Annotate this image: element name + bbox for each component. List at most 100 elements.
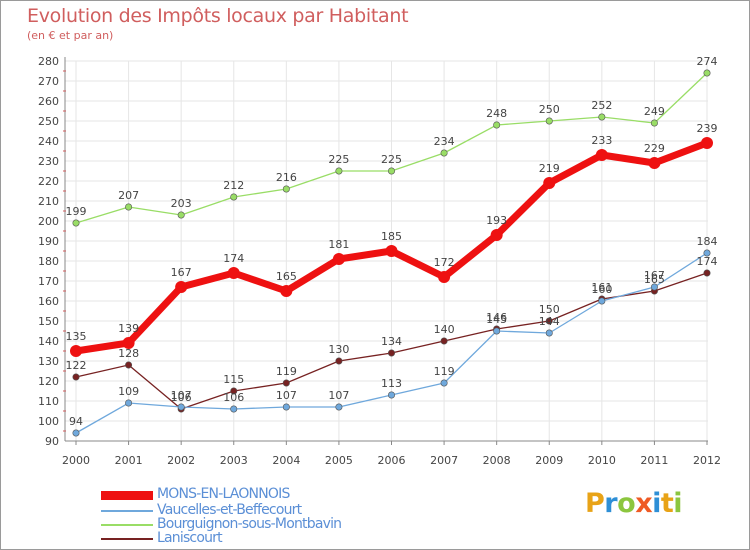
y-tick-label: 230 [38, 155, 59, 168]
data-point-mons-en-laonnois [385, 245, 398, 257]
chart-title: Evolution des Impôts locaux par Habitant [27, 5, 409, 27]
legend-label-bourguignon: Bourguignon-sous-Montbavin [157, 516, 342, 532]
data-point-laniscourt [440, 337, 448, 345]
data-label-vaucelles-et-beffecourt: 160 [591, 283, 612, 296]
data-point-bourguignon-sous-montbavin [177, 211, 185, 219]
y-tick-label: 200 [38, 215, 59, 228]
data-label-bourguignon-sous-montbavin: 225 [328, 153, 349, 166]
data-point-laniscourt [72, 373, 80, 381]
data-label-bourguignon-sous-montbavin: 199 [66, 205, 87, 218]
data-point-laniscourt [282, 379, 290, 387]
y-tick-label: 110 [38, 395, 59, 408]
data-label-bourguignon-sous-montbavin: 225 [381, 153, 402, 166]
data-point-mons-en-laonnois [701, 137, 713, 149]
data-label-laniscourt: 134 [381, 335, 402, 348]
data-point-bourguignon-sous-montbavin [387, 167, 395, 175]
data-point-vaucelles-et-beffecourt [440, 379, 448, 387]
data-point-laniscourt [335, 357, 343, 365]
data-label-laniscourt: 106 [171, 391, 192, 404]
y-tick-label: 250 [38, 115, 59, 128]
data-label-vaucelles-et-beffecourt: 144 [539, 315, 560, 328]
data-label-laniscourt: 119 [276, 365, 297, 378]
legend-swatch-laniscourt [101, 538, 153, 540]
data-label-bourguignon-sous-montbavin: 250 [539, 103, 560, 116]
data-label-vaucelles-et-beffecourt: 145 [486, 313, 507, 326]
data-label-laniscourt: 122 [66, 359, 87, 372]
data-point-vaucelles-et-beffecourt [545, 329, 553, 337]
y-tick-label: 140 [38, 335, 59, 348]
data-label-vaucelles-et-beffecourt: 119 [434, 365, 455, 378]
x-tick-label: 2009 [535, 454, 563, 467]
y-tick-label: 260 [38, 95, 59, 108]
data-label-laniscourt: 150 [539, 303, 560, 316]
data-point-laniscourt [125, 361, 133, 369]
y-tick-label: 270 [38, 75, 59, 88]
data-point-bourguignon-sous-montbavin [493, 121, 501, 129]
legend-label-mons: MONS-EN-LAONNOIS [157, 486, 290, 502]
data-point-bourguignon-sous-montbavin [335, 167, 343, 175]
x-tick-label: 2001 [115, 454, 143, 467]
y-tick-label: 240 [38, 135, 59, 148]
axis-layer: 90 100 110 120 130 140 150 160 170 180 190 200 210 22… [38, 55, 721, 467]
data-label-mons-en-laonnois: 174 [223, 252, 244, 265]
y-tick-label: 120 [38, 375, 59, 388]
data-label-mons-en-laonnois: 229 [644, 142, 665, 155]
data-label-mons-en-laonnois: 219 [539, 162, 560, 175]
data-point-mons-en-laonnois [438, 271, 451, 283]
legend-label-vaucelles: Vaucelles-et-Beffecourt [157, 502, 302, 518]
data-label-mons-en-laonnois: 135 [66, 330, 87, 343]
data-point-mons-en-laonnois [227, 267, 240, 279]
data-point-mons-en-laonnois [70, 345, 82, 357]
data-label-mons-en-laonnois: 165 [276, 270, 297, 283]
data-label-bourguignon-sous-montbavin: 248 [486, 107, 507, 120]
data-label-laniscourt: 130 [328, 343, 349, 356]
data-point-mons-en-laonnois [595, 149, 608, 161]
data-point-mons-en-laonnois [122, 337, 135, 349]
y-tick-label: 100 [38, 415, 59, 428]
y-tick-label: 130 [38, 355, 59, 368]
data-label-vaucelles-et-beffecourt: 106 [223, 391, 244, 404]
data-label-laniscourt: 174 [697, 255, 718, 268]
data-point-vaucelles-et-beffecourt [125, 399, 133, 407]
x-tick-label: 2003 [220, 454, 248, 467]
data-label-mons-en-laonnois: 139 [118, 322, 139, 335]
data-label-bourguignon-sous-montbavin: 203 [171, 197, 192, 210]
data-label-mons-en-laonnois: 172 [434, 256, 455, 269]
data-point-vaucelles-et-beffecourt [703, 249, 711, 257]
y-tick-label: 180 [38, 255, 59, 268]
y-tick-label: 280 [38, 55, 59, 68]
data-point-vaucelles-et-beffecourt [493, 327, 501, 335]
y-tick-label: 210 [38, 195, 59, 208]
data-point-bourguignon-sous-montbavin [598, 113, 606, 121]
data-point-bourguignon-sous-montbavin [545, 117, 553, 125]
data-point-bourguignon-sous-montbavin [703, 69, 711, 77]
y-tick-label: 170 [38, 275, 59, 288]
data-label-vaucelles-et-beffecourt: 109 [118, 385, 139, 398]
proxiti-logo: Proxiti [585, 488, 683, 519]
data-label-bourguignon-sous-montbavin: 207 [118, 189, 139, 202]
data-label-laniscourt: 161 [591, 281, 612, 294]
data-point-mons-en-laonnois [490, 229, 503, 241]
data-point-mons-en-laonnois [280, 285, 293, 297]
data-point-vaucelles-et-beffecourt [335, 403, 343, 411]
data-point-vaucelles-et-beffecourt [177, 403, 185, 411]
data-label-vaucelles-et-beffecourt: 184 [697, 235, 718, 248]
data-point-vaucelles-et-beffecourt [72, 429, 80, 437]
x-tick-label: 2004 [272, 454, 300, 467]
data-label-mons-en-laonnois: 181 [328, 238, 349, 251]
data-label-laniscourt: 128 [118, 347, 139, 360]
data-label-bourguignon-sous-montbavin: 249 [644, 105, 665, 118]
data-label-bourguignon-sous-montbavin: 216 [276, 171, 297, 184]
data-label-laniscourt: 165 [644, 273, 665, 286]
data-point-vaucelles-et-beffecourt [387, 391, 395, 399]
data-point-bourguignon-sous-montbavin [72, 219, 80, 227]
data-label-bourguignon-sous-montbavin: 212 [223, 179, 244, 192]
data-label-bourguignon-sous-montbavin: 274 [697, 55, 718, 68]
x-tick-label: 2011 [640, 454, 668, 467]
data-label-laniscourt: 140 [434, 323, 455, 336]
data-point-laniscourt [387, 349, 395, 357]
data-point-mons-en-laonnois [332, 253, 345, 265]
x-tick-label: 2006 [378, 454, 406, 467]
